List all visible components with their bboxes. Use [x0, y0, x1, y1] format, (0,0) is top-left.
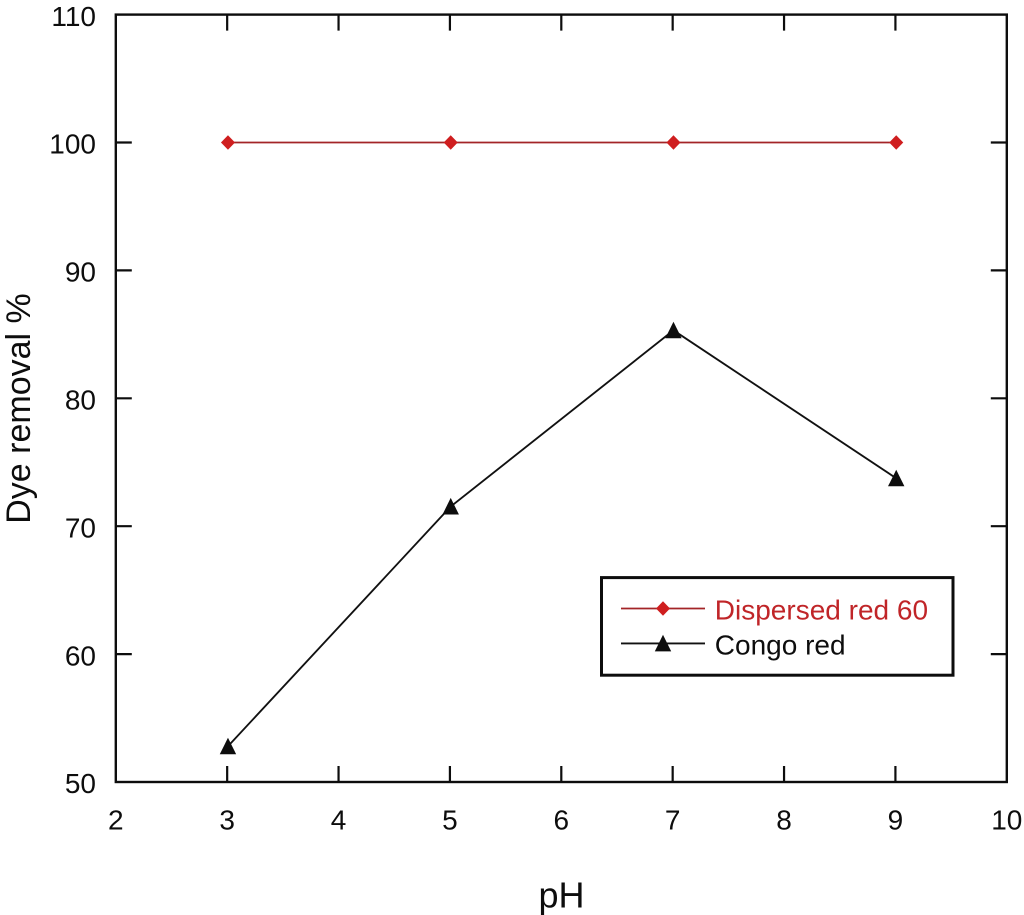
svg-text:Congo red: Congo red: [715, 629, 846, 660]
svg-text:Dispersed red 60: Dispersed red 60: [715, 594, 928, 625]
svg-text:pH: pH: [538, 875, 584, 915]
svg-text:10: 10: [991, 805, 1022, 836]
svg-text:5: 5: [442, 805, 458, 836]
svg-text:80: 80: [65, 385, 96, 416]
svg-text:Dye removal %: Dye removal %: [0, 293, 38, 524]
svg-text:6: 6: [554, 805, 570, 836]
svg-text:90: 90: [65, 257, 96, 288]
svg-text:4: 4: [331, 805, 347, 836]
svg-text:110: 110: [51, 1, 96, 32]
svg-text:7: 7: [665, 805, 681, 836]
svg-text:9: 9: [888, 805, 904, 836]
svg-text:3: 3: [219, 805, 235, 836]
svg-text:50: 50: [65, 768, 96, 799]
svg-text:100: 100: [49, 129, 96, 160]
svg-text:70: 70: [65, 512, 96, 543]
svg-text:2: 2: [108, 805, 124, 836]
svg-text:8: 8: [776, 805, 792, 836]
svg-text:60: 60: [65, 640, 96, 671]
